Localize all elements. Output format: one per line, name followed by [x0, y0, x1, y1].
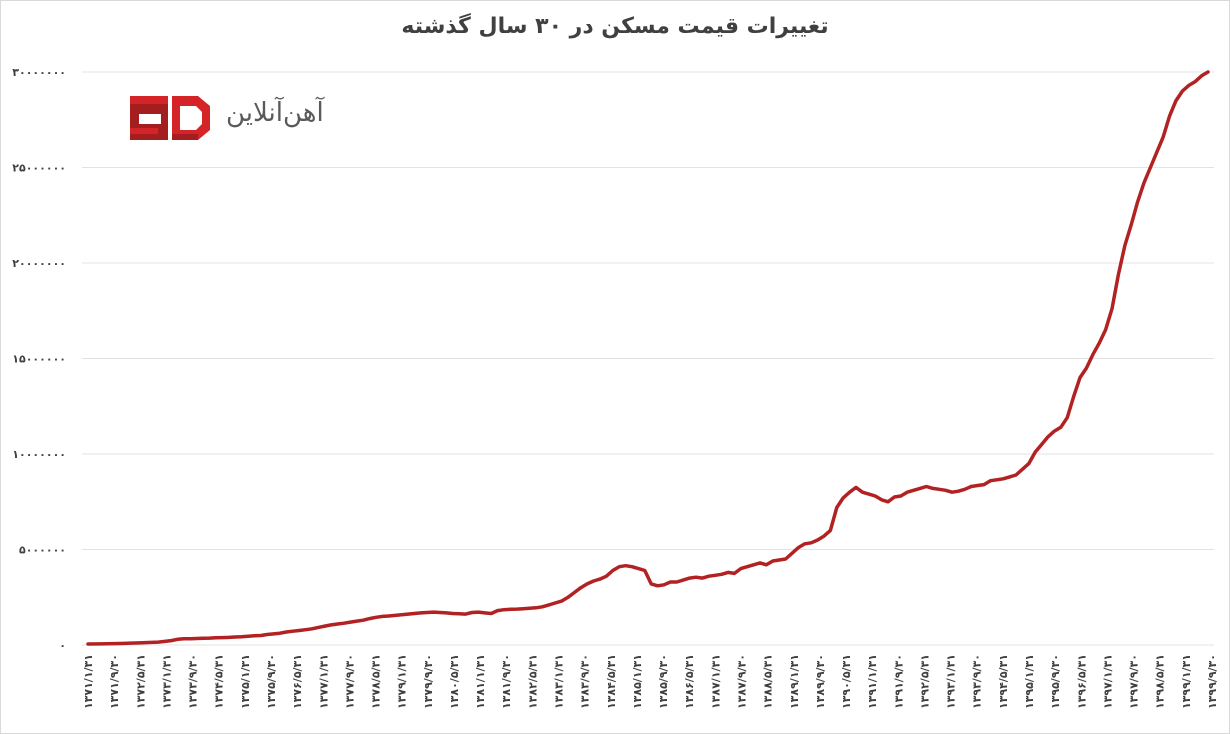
brand-name: آهن‌آنلاین: [226, 98, 324, 128]
chart-title: تغییرات قیمت مسکن در ۳۰ سال گذشته: [401, 14, 829, 39]
aahanonline-logo-icon: [130, 96, 210, 140]
